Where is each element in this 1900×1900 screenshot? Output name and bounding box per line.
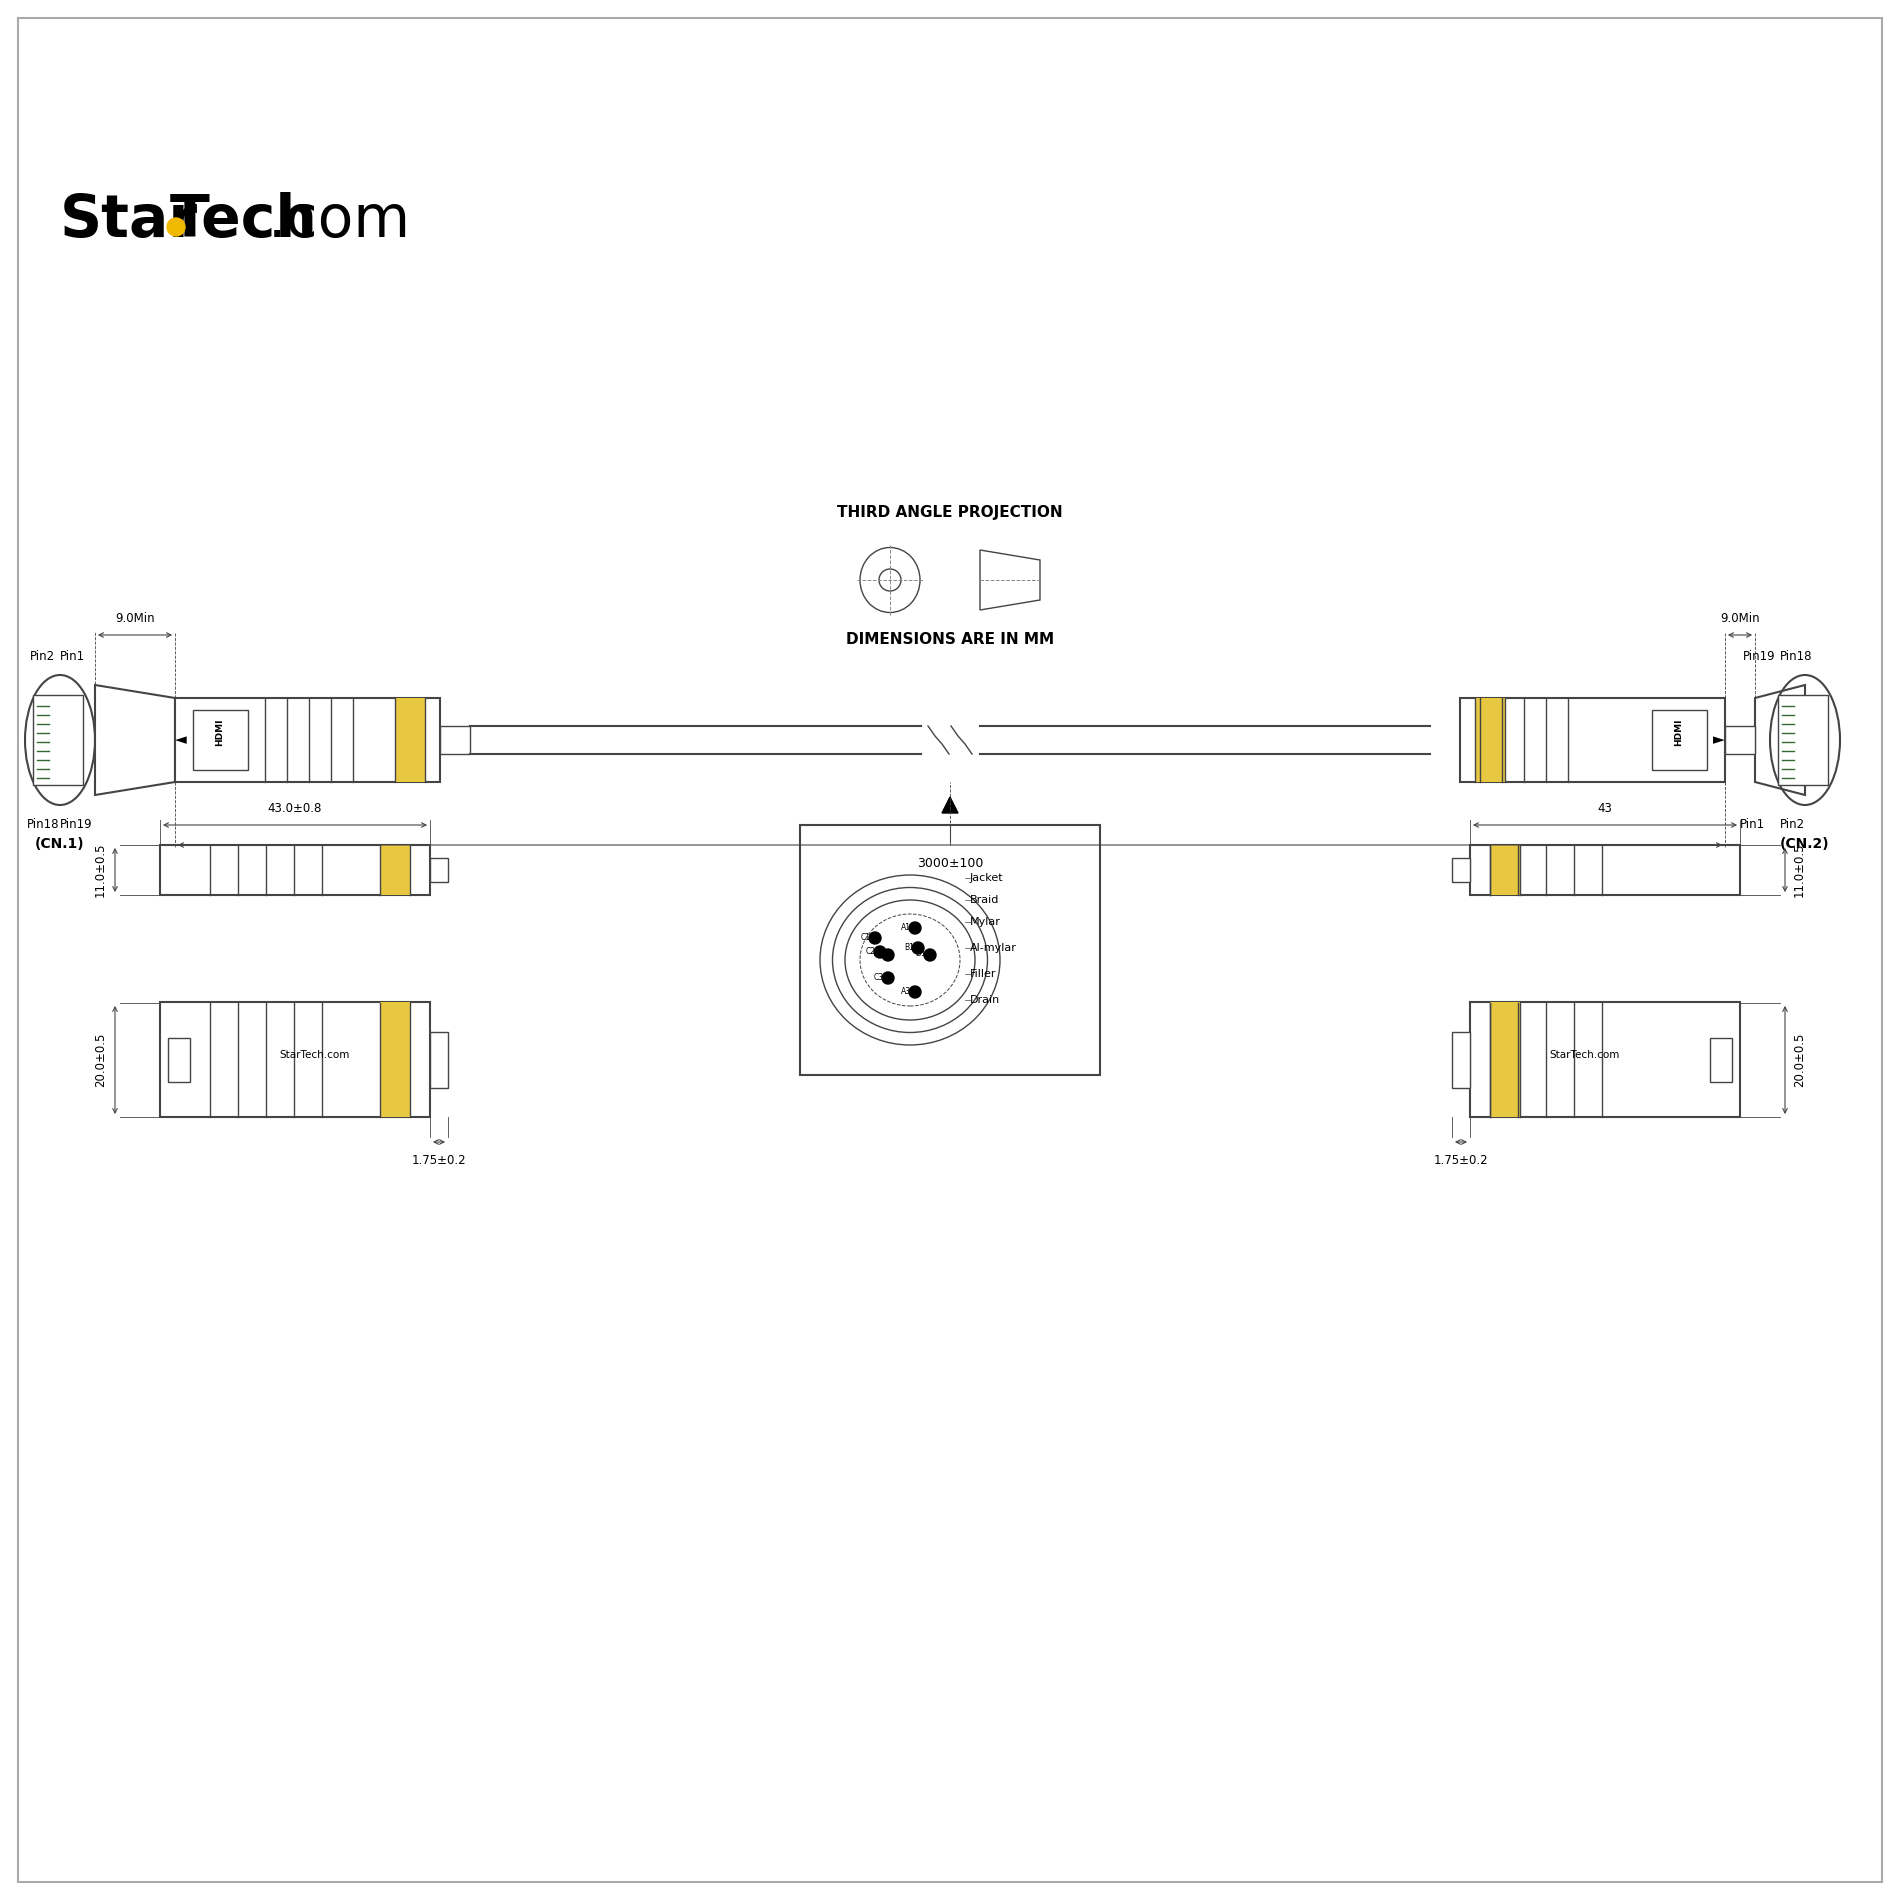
Circle shape	[167, 218, 184, 236]
Bar	[175, 697, 441, 783]
Bar	[429, 859, 448, 882]
Text: 9.0Min: 9.0Min	[116, 612, 154, 625]
Circle shape	[868, 933, 882, 944]
Text: StarTech.com: StarTech.com	[1550, 1051, 1621, 1060]
Text: 20.0±0.5: 20.0±0.5	[93, 1034, 106, 1087]
Bar	[1725, 726, 1756, 754]
Text: Star: Star	[61, 192, 198, 249]
Text: A3: A3	[901, 986, 910, 996]
Circle shape	[882, 973, 895, 984]
Text: 20.0±0.5: 20.0±0.5	[1794, 1034, 1807, 1087]
Text: Pin1: Pin1	[61, 650, 86, 663]
Text: StarTech.com: StarTech.com	[279, 1051, 350, 1060]
Bar	[1459, 697, 1725, 783]
Text: (CN.2): (CN.2)	[1780, 838, 1830, 851]
Bar	[167, 1037, 190, 1081]
Text: C2: C2	[866, 946, 876, 956]
Text: Tech: Tech	[169, 192, 317, 249]
Bar	[1778, 695, 1828, 785]
Text: D1: D1	[916, 950, 925, 958]
Bar	[160, 846, 429, 895]
Text: B1: B1	[904, 942, 914, 952]
Text: 43.0±0.8: 43.0±0.8	[268, 802, 323, 815]
Text: Pin19: Pin19	[1742, 650, 1777, 663]
Text: C1: C1	[861, 933, 870, 942]
Text: Filler: Filler	[971, 969, 996, 978]
Text: C3: C3	[874, 973, 884, 982]
Bar	[1651, 711, 1706, 770]
Bar	[441, 726, 469, 754]
Bar	[380, 846, 410, 895]
Bar	[1474, 697, 1505, 783]
Bar	[380, 1001, 410, 1117]
Text: 11.0±0.5: 11.0±0.5	[93, 844, 106, 897]
Text: Al-mylar: Al-mylar	[971, 942, 1016, 954]
Bar	[1452, 859, 1471, 882]
Circle shape	[923, 948, 937, 961]
Text: THIRD ANGLE PROJECTION: THIRD ANGLE PROJECTION	[838, 505, 1062, 521]
Text: (CN.1): (CN.1)	[36, 838, 86, 851]
Text: 11.0±0.5: 11.0±0.5	[1794, 844, 1807, 897]
Text: 1.75±0.2: 1.75±0.2	[412, 1153, 466, 1167]
Bar	[32, 695, 84, 785]
Text: Pin18: Pin18	[1780, 650, 1813, 663]
Text: HDMI: HDMI	[215, 718, 224, 745]
Text: Pin2: Pin2	[30, 650, 55, 663]
Bar	[1471, 846, 1740, 895]
Polygon shape	[942, 796, 958, 813]
Text: Braid: Braid	[971, 895, 999, 904]
Text: Pin2: Pin2	[1780, 819, 1805, 830]
Text: Pin18: Pin18	[27, 819, 59, 830]
Circle shape	[882, 948, 895, 961]
Bar	[800, 825, 1100, 1075]
Text: Pin19: Pin19	[61, 819, 93, 830]
Text: 1.75±0.2: 1.75±0.2	[1434, 1153, 1488, 1167]
Bar	[1471, 1001, 1740, 1117]
Bar	[194, 711, 249, 770]
Bar	[1490, 1001, 1520, 1117]
Text: A2: A2	[874, 950, 884, 958]
Bar	[1490, 846, 1520, 895]
Text: ◄: ◄	[175, 733, 186, 747]
Bar	[429, 1032, 448, 1089]
Circle shape	[912, 942, 923, 954]
Text: 43: 43	[1598, 802, 1613, 815]
Circle shape	[874, 946, 885, 958]
Text: ►: ►	[1714, 733, 1725, 747]
Text: Jacket: Jacket	[971, 872, 1003, 884]
Text: DIMENSIONS ARE IN MM: DIMENSIONS ARE IN MM	[846, 633, 1054, 648]
Text: 9.0Min: 9.0Min	[1720, 612, 1759, 625]
Bar	[1452, 1032, 1471, 1089]
Text: A1: A1	[901, 923, 910, 931]
Text: HDMI: HDMI	[1674, 718, 1683, 745]
Text: .com: .com	[268, 192, 410, 249]
Bar	[160, 1001, 429, 1117]
Circle shape	[908, 922, 922, 935]
Circle shape	[908, 986, 922, 998]
Text: 3000±100: 3000±100	[918, 857, 982, 870]
Text: Mylar: Mylar	[971, 918, 1001, 927]
Bar	[1710, 1037, 1733, 1081]
Text: Drain: Drain	[971, 996, 999, 1005]
Bar	[395, 697, 426, 783]
Text: Pin1: Pin1	[1740, 819, 1765, 830]
